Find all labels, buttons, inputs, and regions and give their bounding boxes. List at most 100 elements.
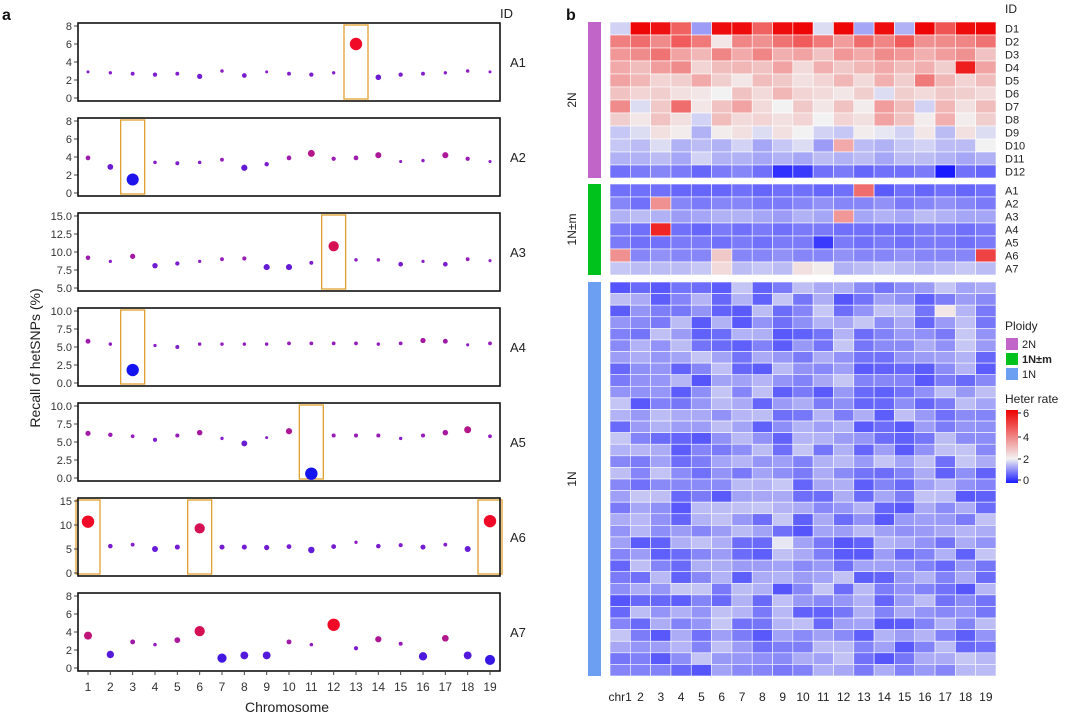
heatmap-cell (711, 559, 733, 573)
heatmap-cell (894, 571, 916, 584)
data-point (130, 71, 135, 76)
heatmap-cell (670, 293, 692, 306)
heatmap-row-label: D3 (1005, 50, 1019, 62)
heatmap-cell (670, 374, 692, 387)
data-point (83, 631, 93, 640)
heatmap-cell (731, 222, 753, 237)
heatmap-cell (630, 606, 651, 619)
data-point (265, 70, 269, 74)
heatmap-row-label: A4 (1005, 225, 1018, 237)
heatmap-cell (772, 21, 794, 36)
heatmap-cell (812, 316, 834, 329)
heatmap-cell (792, 443, 814, 457)
data-point (108, 342, 113, 346)
y-tick-label: 15 (60, 496, 72, 508)
heatmap-cell (772, 261, 794, 276)
heatmap-cell (792, 536, 814, 549)
heatmap-cell (731, 443, 753, 457)
heatmap-cell (609, 196, 631, 211)
heatmap-cell (894, 34, 916, 49)
data-point (398, 436, 403, 441)
heatmap-cell (772, 316, 794, 329)
heatmap-cell (914, 594, 936, 607)
heatmap-cell (650, 374, 672, 387)
heatmap-cell (690, 525, 712, 538)
heatmap-cell (792, 304, 814, 318)
heatmap-cell (630, 397, 651, 410)
heatmap-cell (650, 86, 672, 101)
y-tick-label: 5.0 (57, 342, 72, 354)
heatmap-cell (670, 328, 692, 341)
heatmap-cell (975, 582, 997, 596)
heatmap-cell (690, 293, 712, 306)
heatmap-cell (833, 86, 855, 101)
heatmap-cell (833, 151, 855, 166)
sample-id-label: A5 (510, 435, 526, 450)
heatmap-cell (650, 47, 672, 62)
heatmap-cell (934, 455, 956, 468)
data-point (376, 342, 381, 346)
heatmap-cell (955, 571, 976, 584)
heatmap-cell (873, 525, 895, 538)
heatmap-cell (894, 293, 916, 306)
heatmap-cell (630, 420, 651, 433)
heatmap-cell (914, 478, 936, 491)
heatmap-cell (812, 362, 834, 376)
heatmap-cell (873, 443, 895, 457)
heatmap-cell (670, 409, 692, 422)
heatmap-cell (731, 209, 753, 224)
heatmap-cell (934, 640, 956, 654)
panel-frame (77, 402, 501, 482)
heatmap-cell (670, 467, 692, 480)
heatmap-cell (833, 420, 855, 433)
heatmap-cell (690, 73, 712, 88)
heatmap-cell (792, 582, 814, 596)
heatmap-cell (833, 293, 855, 306)
data-point (398, 543, 403, 548)
heatmap-cell (711, 196, 733, 211)
heatmap-cell (792, 151, 814, 166)
heatmap-cell (731, 99, 753, 114)
data-point (262, 651, 271, 660)
heatmap-cell (853, 151, 875, 166)
heatmap-cell (812, 397, 834, 410)
data-point (175, 71, 180, 76)
heatmap-cell (873, 629, 895, 642)
heatmap-row-label: D5 (1005, 76, 1019, 88)
heatmap-cell (914, 501, 936, 515)
heatmap-cell (914, 385, 936, 399)
heatmap-cell (975, 385, 997, 399)
heatmap-cell (894, 490, 916, 503)
heatmap-cell (711, 73, 733, 88)
heatmap-cell (812, 222, 834, 237)
heatmap-cell (914, 571, 936, 584)
heatmap-cell (894, 125, 916, 140)
x-axis: 1 2 3 4 5 6 7 8 9 10 11 12 13 14 15 16 17 18 19 (85, 671, 497, 694)
data-point (309, 341, 314, 346)
heatmap-cell (751, 664, 773, 677)
heatmap-cell (772, 362, 794, 376)
heatmap-cell (873, 47, 895, 62)
data-point (420, 337, 426, 344)
heatmap-cell (670, 339, 692, 352)
heatmap-cell (975, 304, 997, 318)
heatmap-cell (873, 73, 895, 88)
heatmap-cell (751, 432, 773, 445)
heatmap-cell (630, 455, 651, 468)
heatmap-cell (650, 467, 672, 480)
heatmap-cell (955, 248, 976, 263)
heatmap-cell (955, 112, 976, 127)
heatmap-cell (955, 125, 976, 140)
heatmap-cell (670, 594, 692, 607)
heatmap-cell (630, 328, 651, 341)
heatmap-cell (833, 397, 855, 410)
heatmap-cell (711, 362, 733, 376)
heatmap-cell (690, 164, 712, 179)
heatmap-cell (609, 34, 631, 49)
heatmap-cell (650, 164, 672, 179)
heatmap-cell (934, 73, 956, 88)
heatmap-cell (609, 222, 631, 237)
heatmap-cell (711, 467, 733, 480)
heatmap-cell (650, 196, 672, 211)
heatmap-cell (711, 235, 733, 250)
